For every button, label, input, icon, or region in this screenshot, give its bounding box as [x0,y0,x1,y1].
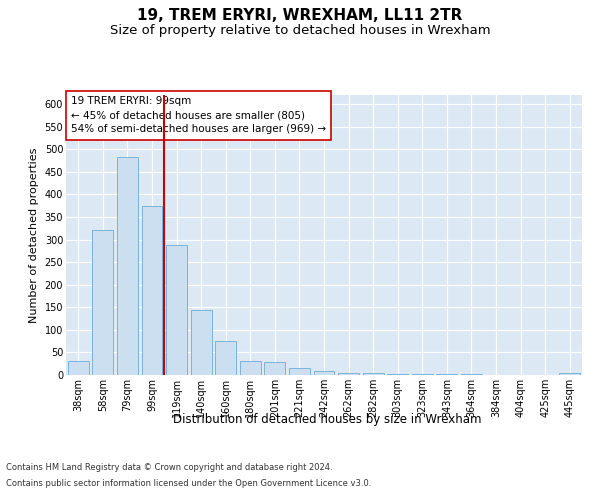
Bar [117,158,138,375]
Text: 19, TREM ERYRI, WREXHAM, LL11 2TR: 19, TREM ERYRI, WREXHAM, LL11 2TR [137,8,463,22]
Text: 19 TREM ERYRI: 99sqm
← 45% of detached houses are smaller (805)
54% of semi-deta: 19 TREM ERYRI: 99sqm ← 45% of detached h… [71,96,326,134]
Bar [412,374,433,375]
Bar [436,374,457,375]
Bar [142,206,163,375]
Text: Contains HM Land Registry data © Crown copyright and database right 2024.: Contains HM Land Registry data © Crown c… [6,464,332,472]
Bar [191,310,212,375]
Bar [92,230,113,375]
Bar [362,373,383,375]
Bar [314,372,334,375]
Text: Contains public sector information licensed under the Open Government Licence v3: Contains public sector information licen… [6,478,371,488]
Bar [240,361,261,375]
Bar [289,368,310,375]
Y-axis label: Number of detached properties: Number of detached properties [29,148,39,322]
Text: Distribution of detached houses by size in Wrexham: Distribution of detached houses by size … [173,412,481,426]
Bar [68,361,89,375]
Bar [166,245,187,375]
Bar [215,340,236,375]
Bar [387,374,408,375]
Bar [265,362,286,375]
Bar [559,372,580,375]
Bar [461,374,482,375]
Text: Size of property relative to detached houses in Wrexham: Size of property relative to detached ho… [110,24,490,37]
Bar [338,372,359,375]
